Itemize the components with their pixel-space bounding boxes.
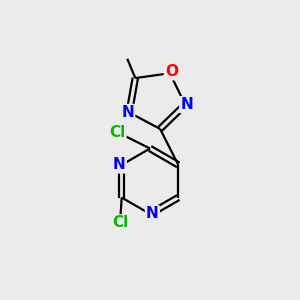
Text: N: N <box>122 105 134 120</box>
Text: N: N <box>113 158 126 172</box>
Text: Cl: Cl <box>112 215 128 230</box>
Text: Cl: Cl <box>109 125 125 140</box>
Text: N: N <box>180 97 193 112</box>
Text: O: O <box>165 64 178 79</box>
Text: N: N <box>146 206 159 221</box>
